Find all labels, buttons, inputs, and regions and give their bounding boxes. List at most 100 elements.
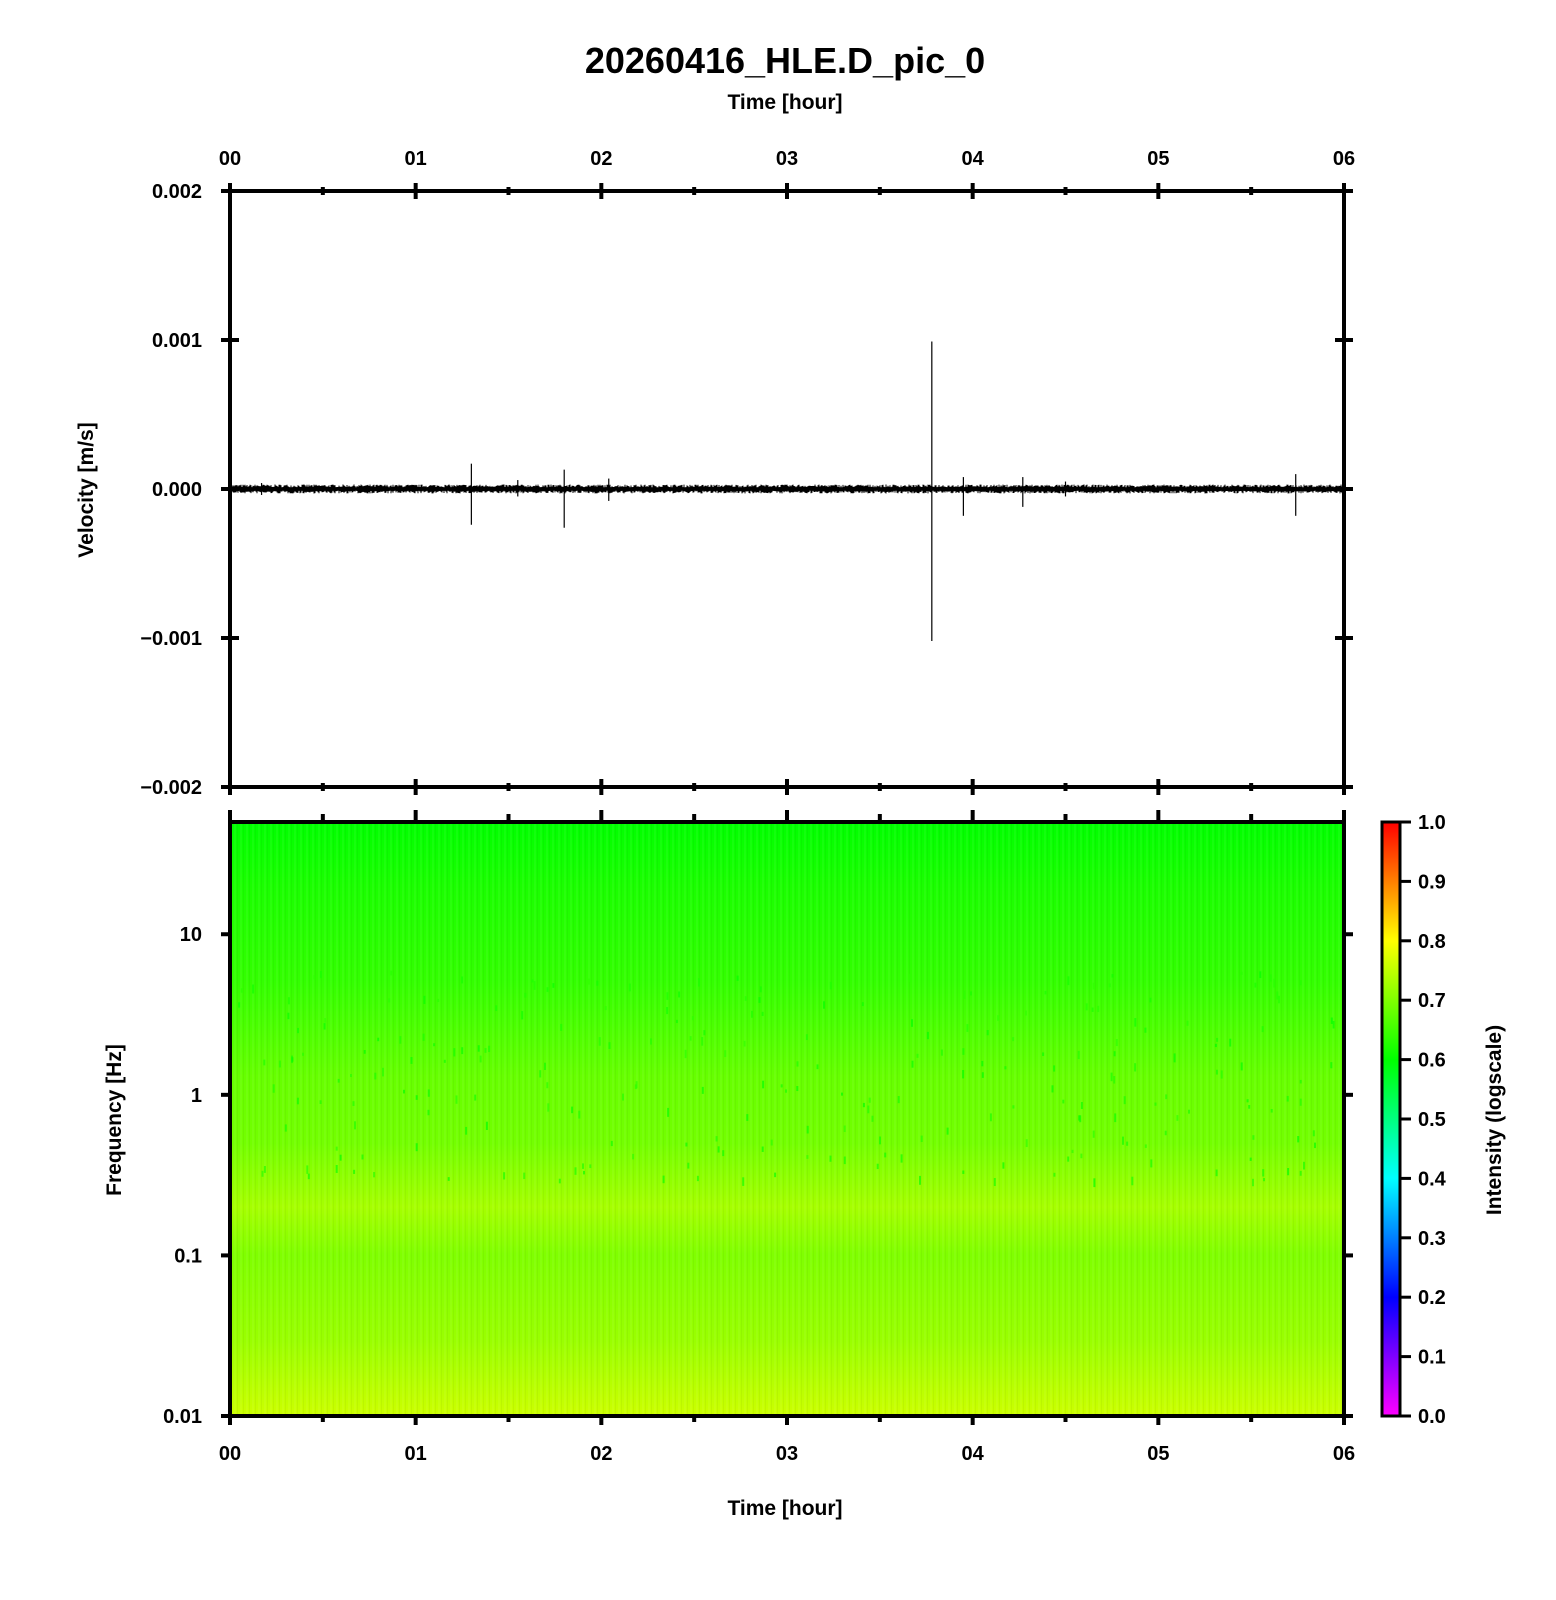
spectrogram-speck bbox=[1092, 1130, 1095, 1138]
spectrogram-speck bbox=[1269, 974, 1272, 982]
spectrogram-speck bbox=[578, 1110, 581, 1119]
spectrogram-speck bbox=[806, 1125, 809, 1134]
spectrogram-speck bbox=[1126, 1141, 1129, 1146]
spectrogram-speck bbox=[884, 1152, 887, 1158]
spectrogram-speck bbox=[1062, 1099, 1065, 1104]
waveform-x-ticks: 00 01 02 03 04 05 06 bbox=[219, 148, 1355, 795]
spectrogram-speck bbox=[919, 1175, 921, 1185]
colorbar-tick-label: 0.6 bbox=[1418, 1050, 1446, 1072]
spectrogram-speck bbox=[691, 1016, 694, 1021]
spectrogram-speck bbox=[841, 1092, 843, 1096]
spectrogram-speck bbox=[962, 1048, 965, 1055]
spectrogram-texture-overlay bbox=[230, 822, 1344, 1416]
spectrogram-speck bbox=[560, 1023, 563, 1031]
spectrogram-speck bbox=[909, 973, 912, 983]
spectrogram-speck bbox=[805, 1034, 808, 1041]
spectrogram-x-axis-label: Time [hour] bbox=[727, 1497, 842, 1520]
spectrogram-speck bbox=[796, 1086, 799, 1092]
waveform-x-axis-label: Time [hour] bbox=[727, 91, 842, 114]
spectrogram-speck bbox=[261, 1170, 264, 1177]
spectrogram-speck bbox=[1299, 1079, 1302, 1084]
spectrogram-speck bbox=[403, 1089, 405, 1094]
spectrogram-speck bbox=[571, 1106, 574, 1114]
spectrogram-speck bbox=[940, 1049, 943, 1056]
spectrogram-speck bbox=[1122, 1136, 1124, 1145]
spectrogram-speck bbox=[762, 1080, 765, 1089]
spectrogram-speck bbox=[744, 996, 747, 1001]
spectrogram-speck bbox=[443, 1059, 446, 1063]
spectrogram-speck bbox=[335, 1165, 338, 1173]
spectrogram-y-tick-label: 0.01 bbox=[163, 1406, 202, 1428]
spectrogram-speck bbox=[479, 1055, 482, 1063]
spectrogram-speck bbox=[539, 1070, 542, 1078]
spectrogram-speck bbox=[531, 979, 534, 983]
spectrogram-speck bbox=[388, 998, 391, 1003]
spectrogram-speck bbox=[843, 1156, 846, 1165]
spectrogram-speck bbox=[1051, 1085, 1054, 1093]
spectrogram-speck bbox=[1002, 1162, 1005, 1169]
spectrogram-speck bbox=[684, 1049, 687, 1059]
spectrogram-speck bbox=[422, 1033, 425, 1041]
spectrogram-speck bbox=[774, 1172, 777, 1178]
spectrogram-speck bbox=[1080, 1153, 1083, 1159]
waveform-y-tick-label: −0.001 bbox=[140, 628, 202, 650]
spectrogram-speck bbox=[363, 1050, 366, 1054]
spectrogram-speck bbox=[1108, 983, 1111, 988]
spectrogram-speck bbox=[1164, 1130, 1167, 1136]
spectrogram-y-ticks: 10 1 0.1 0.01 bbox=[163, 924, 1353, 1428]
spectrogram-speck bbox=[287, 997, 290, 1005]
spectrogram-speck bbox=[632, 1153, 635, 1160]
spectrogram-speck bbox=[1111, 974, 1114, 978]
spectrogram-speck bbox=[1261, 1026, 1264, 1033]
spectrogram-speck bbox=[1012, 1037, 1015, 1042]
spectrogram-speck bbox=[524, 992, 527, 998]
spectrogram-speck bbox=[1215, 1069, 1218, 1075]
spectrogram-speck bbox=[574, 1167, 577, 1175]
spectrogram-speck bbox=[297, 1027, 299, 1034]
spectrogram-speck bbox=[724, 1050, 727, 1058]
spectrogram-speck bbox=[862, 1102, 865, 1108]
spectrogram-speck bbox=[861, 1002, 864, 1007]
spectrogram-speck bbox=[962, 1170, 965, 1174]
spectrogram-speck bbox=[1262, 1169, 1265, 1177]
spectrogram-speck bbox=[423, 995, 426, 1004]
spectrogram-speck bbox=[743, 1040, 746, 1047]
spectrogram-speck bbox=[296, 1097, 299, 1105]
spectrogram-speck bbox=[1240, 1062, 1243, 1071]
spectrogram-speck bbox=[1186, 1020, 1189, 1026]
colorbar-tick-label: 1.0 bbox=[1418, 812, 1446, 834]
spectrogram-speck bbox=[785, 1089, 787, 1093]
spectrogram-speck bbox=[696, 1175, 699, 1182]
spectrogram-speck bbox=[662, 1175, 665, 1184]
spectrogram-speck bbox=[981, 1060, 984, 1067]
waveform-panel: Time [hour] Velocity [m/s] 00 01 02 03 04 05 0… bbox=[75, 91, 1355, 799]
spectrogram-speck bbox=[911, 1060, 914, 1068]
spectrogram-speck bbox=[993, 1178, 996, 1187]
spectrogram-speck bbox=[1248, 1105, 1251, 1109]
spectrogram-speck bbox=[796, 1061, 799, 1067]
spectrogram-speck bbox=[823, 1001, 825, 1009]
spectrogram-speck bbox=[361, 1154, 364, 1160]
spectrogram-speck bbox=[675, 1019, 678, 1024]
spectrogram-speck bbox=[911, 1019, 913, 1027]
spectrogram-speck bbox=[628, 983, 631, 992]
waveform-y-tick-label: 0.000 bbox=[152, 479, 202, 501]
spectrogram-speck bbox=[1303, 1161, 1305, 1170]
spectrogram-y-axis-label: Frequency [Hz] bbox=[103, 1044, 126, 1196]
spectrogram-speck bbox=[415, 1143, 418, 1152]
spectrogram-speck bbox=[829, 981, 832, 990]
spectrogram-speck bbox=[970, 991, 972, 996]
spectrogram-speck bbox=[1229, 1038, 1232, 1047]
spectrogram-speck bbox=[1154, 1102, 1157, 1106]
spectrogram-speck bbox=[1025, 1010, 1027, 1016]
spectrogram-speck bbox=[1278, 995, 1280, 1004]
spectrogram-speck bbox=[1273, 978, 1276, 988]
waveform-y-tick-label: −0.002 bbox=[140, 777, 202, 799]
spectrogram-speck bbox=[1012, 1105, 1015, 1109]
spectrogram-speck bbox=[1092, 982, 1095, 990]
spectrogram-speck bbox=[1115, 1039, 1118, 1047]
spectrogram-speck bbox=[323, 1023, 326, 1030]
spectrogram-speck bbox=[589, 1164, 592, 1169]
spectrogram-speck bbox=[876, 1163, 879, 1170]
